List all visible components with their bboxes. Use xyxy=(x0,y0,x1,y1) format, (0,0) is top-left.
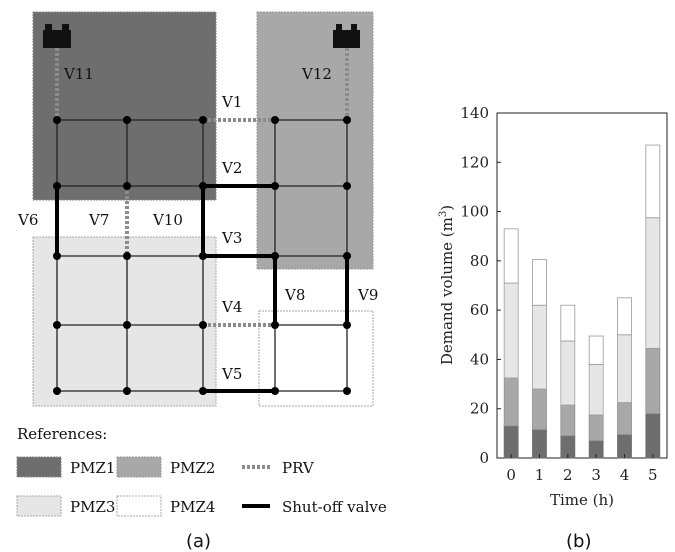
tank-icon xyxy=(43,24,71,48)
legend-swatch-pmz4 xyxy=(116,495,162,517)
x-tick-label: 4 xyxy=(620,466,630,484)
y-axis-label: Demand volume (m3) xyxy=(438,205,456,365)
bar-segment-pmz2 xyxy=(588,414,604,442)
valve-label-v3: V3 xyxy=(221,229,242,247)
legend-swatch-pmz1 xyxy=(16,456,62,478)
valve-label-v1: V1 xyxy=(221,93,242,111)
plot-frame xyxy=(496,112,668,459)
y-tick-label: 80 xyxy=(470,252,489,270)
legend-label-pmz3: PMZ3 xyxy=(70,498,115,516)
legend-swatch-pmz3 xyxy=(16,495,62,517)
valve-label-v4: V4 xyxy=(221,298,242,316)
bar-segment-pmz4 xyxy=(560,304,576,342)
valve-label-v9: V9 xyxy=(357,286,378,304)
y-tick-label: 120 xyxy=(460,153,489,171)
bar-segment-pmz1 xyxy=(532,429,547,459)
bar-segment-pmz4 xyxy=(532,259,547,306)
zone-pmz2 xyxy=(256,11,374,270)
network-diagram: V1 V2 V3 V4 V5 V6 V7 V8 V9 V10 V11 V12 R… xyxy=(16,11,387,552)
valve-label-v11: V11 xyxy=(63,65,94,83)
valve-label-v12: V12 xyxy=(301,65,332,83)
bar-segment-pmz3 xyxy=(617,334,632,403)
bar-segment-pmz3 xyxy=(588,363,604,416)
valve-label-v7: V7 xyxy=(88,211,109,229)
prv-links xyxy=(55,48,349,327)
y-tick-label: 20 xyxy=(470,400,489,418)
y-tick-label: 100 xyxy=(460,203,489,221)
y-tick-label: 0 xyxy=(479,449,489,467)
y-axis: 0 20 40 60 80 100 120 140 xyxy=(460,104,501,467)
x-tick-label: 5 xyxy=(648,466,658,484)
bar-segment-pmz4 xyxy=(645,144,661,219)
bar-segment-pmz1 xyxy=(645,413,661,459)
x-tick-label: 2 xyxy=(563,466,573,484)
nodes xyxy=(53,116,351,395)
y-tick-label: 40 xyxy=(470,350,489,368)
x-tick-label: 3 xyxy=(591,466,601,484)
legend-label-pmz1: PMZ1 xyxy=(70,459,115,477)
y-tick-label: 60 xyxy=(470,301,489,319)
bar-segment-pmz3 xyxy=(560,340,576,406)
legend-label-pmz2: PMZ2 xyxy=(170,459,215,477)
zone-pmz3 xyxy=(32,236,217,407)
legend-label-shutoff: Shut-off valve xyxy=(282,498,387,516)
bar-segment-pmz1 xyxy=(503,425,519,459)
x-axis-label: Time (h) xyxy=(550,491,614,509)
tank-icon xyxy=(333,24,360,48)
bar-segment-pmz4 xyxy=(588,335,604,365)
valve-label-v8: V8 xyxy=(284,286,305,304)
caption-a: (a) xyxy=(186,531,211,552)
bar-segment-pmz2 xyxy=(560,404,576,437)
legend-swatch-pmz2 xyxy=(116,456,162,478)
valve-label-v10: V10 xyxy=(152,211,183,229)
bar-segment-pmz2 xyxy=(617,402,632,435)
valve-label-v2: V2 xyxy=(221,159,242,177)
x-tick-label: 0 xyxy=(506,466,516,484)
x-tick-label: 1 xyxy=(535,466,545,484)
bar-segment-pmz2 xyxy=(503,377,519,427)
bar-segment-pmz3 xyxy=(503,282,519,379)
valve-label-v6: V6 xyxy=(17,211,38,229)
bar-segment-pmz2 xyxy=(532,388,547,431)
bar-segment-pmz4 xyxy=(617,297,632,336)
valve-label-v5: V5 xyxy=(221,365,242,383)
bar-segment-pmz4 xyxy=(503,228,519,284)
caption-b: (b) xyxy=(566,531,591,552)
references-title: References: xyxy=(17,425,107,443)
bar-segment-pmz3 xyxy=(645,217,661,349)
bar-segment-pmz3 xyxy=(532,304,547,390)
legend-label-prv: PRV xyxy=(282,459,315,477)
legend-label-pmz4: PMZ4 xyxy=(170,498,215,516)
bar-segment-pmz2 xyxy=(645,347,661,415)
bars xyxy=(503,144,661,459)
y-tick-label: 140 xyxy=(460,104,489,122)
